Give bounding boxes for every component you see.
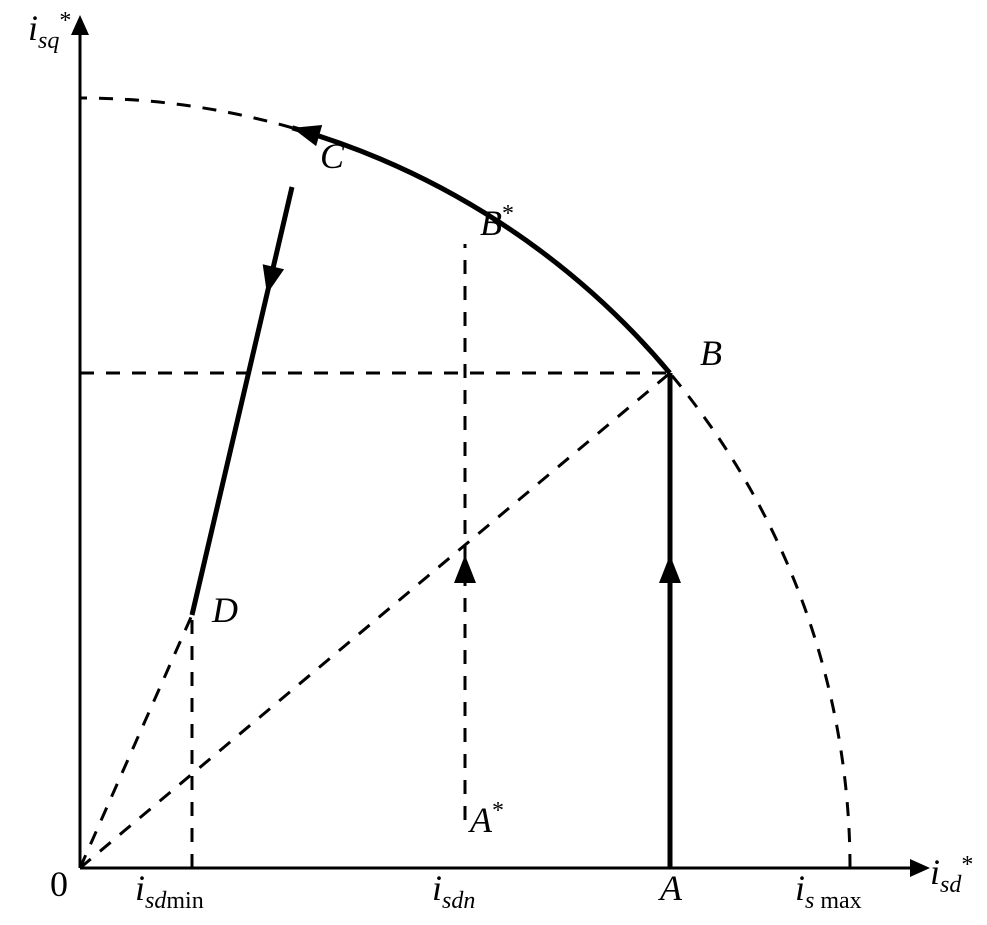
- arrowhead: [910, 859, 930, 877]
- label-a: A: [658, 868, 683, 908]
- label-y-axis: isq*: [28, 8, 71, 54]
- arc-solid: [292, 128, 670, 373]
- label-isdmin: isdmin: [135, 868, 204, 914]
- line-cd: [192, 187, 292, 615]
- label-isdn: isdn: [432, 868, 475, 914]
- label-bstar: B*: [480, 201, 514, 243]
- arrowhead: [292, 125, 322, 146]
- label-origin: 0: [50, 864, 68, 904]
- label-ismax: is max: [795, 868, 862, 914]
- dash-diag-ob: [80, 373, 670, 868]
- dash-diag-od: [80, 615, 192, 868]
- label-x-axis: isd*: [930, 852, 973, 898]
- label-b: B: [700, 333, 722, 373]
- arrowhead: [71, 15, 89, 35]
- current-vector-diagram: isq* isd* 0 isdmin isdn Ais max B B* C D A*: [0, 0, 987, 925]
- arrowhead: [454, 555, 476, 583]
- arc-dashed-upper: [80, 98, 292, 128]
- arrowhead: [659, 555, 681, 583]
- label-d: D: [211, 590, 238, 630]
- arc-dashed-lower: [670, 373, 850, 868]
- label-c: C: [320, 136, 345, 176]
- label-astar: A*: [468, 798, 504, 840]
